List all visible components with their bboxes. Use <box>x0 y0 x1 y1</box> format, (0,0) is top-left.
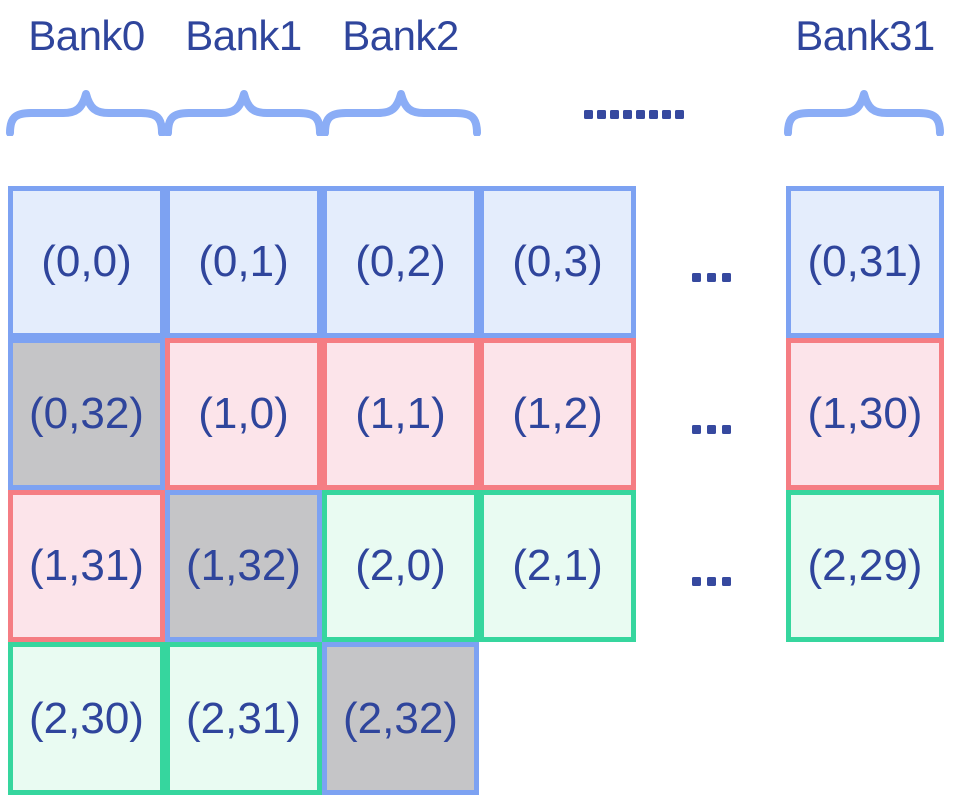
bank2-label: Bank2 <box>342 12 459 59</box>
row1-ellipsis-icon <box>692 425 731 434</box>
banks-ellipsis-icon <box>584 110 684 119</box>
dot <box>692 425 701 434</box>
memory-cell: (0,3) <box>479 186 636 338</box>
memory-cell: (0,32) <box>8 338 165 490</box>
dot <box>623 110 632 119</box>
dot <box>707 273 716 282</box>
memory-cell: (2,1) <box>479 490 636 642</box>
row2-ellipsis-icon <box>692 577 731 586</box>
memory-cell: (2,29) <box>786 490 944 642</box>
dot <box>597 110 606 119</box>
row0-ellipsis-icon <box>692 273 731 282</box>
memory-cell: (0,1) <box>165 186 322 338</box>
dot <box>722 425 731 434</box>
bank31-brace-icon <box>784 90 944 136</box>
dot <box>692 577 701 586</box>
bank1-brace-icon <box>164 90 324 136</box>
memory-cell: (2,32) <box>322 642 479 795</box>
dot <box>675 110 684 119</box>
memory-cell: (1,0) <box>165 338 322 490</box>
memory-cell: (1,1) <box>322 338 479 490</box>
memory-cell: (1,2) <box>479 338 636 490</box>
bank2-brace-icon <box>321 90 481 136</box>
bank31-label: Bank31 <box>795 12 935 59</box>
memory-cell: (2,31) <box>165 642 322 795</box>
dot <box>722 273 731 282</box>
memory-cell: (1,31) <box>8 490 165 642</box>
dot <box>649 110 658 119</box>
memory-cell: (2,30) <box>8 642 165 795</box>
bank0-brace-icon <box>6 90 166 136</box>
dot <box>707 577 716 586</box>
memory-cell: (1,30) <box>786 338 944 490</box>
dot <box>636 110 645 119</box>
memory-cell: (0,31) <box>786 186 944 338</box>
memory-cell: (2,0) <box>322 490 479 642</box>
memory-cell: (1,32) <box>165 490 322 642</box>
dot <box>707 425 716 434</box>
dot <box>662 110 671 119</box>
dot <box>692 273 701 282</box>
dot <box>610 110 619 119</box>
memory-cell: (0,2) <box>322 186 479 338</box>
bank1-label: Bank1 <box>185 12 302 59</box>
dot <box>722 577 731 586</box>
bank0-label: Bank0 <box>28 12 145 59</box>
memory-cell: (0,0) <box>8 186 165 338</box>
dot <box>584 110 593 119</box>
